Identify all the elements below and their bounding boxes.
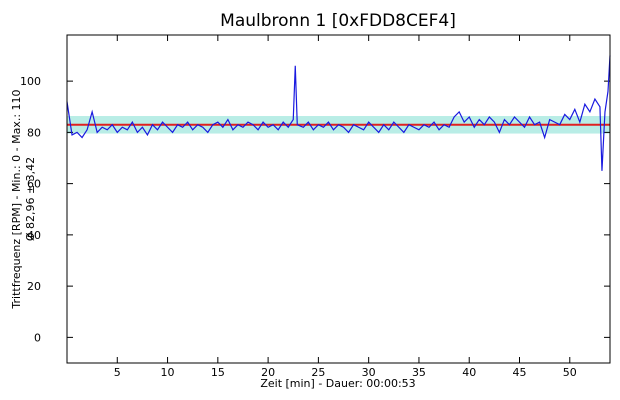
chart-title: Maulbronn 1 [0xFDD8CEF4]	[220, 11, 456, 31]
y-tick-label: 100	[20, 75, 41, 88]
y-axis-stats: Ø 82,96 ± 3,42	[24, 157, 37, 241]
plot-frame	[66, 34, 611, 364]
x-tick-label: 25	[311, 366, 325, 379]
y-axis-label: Trittfrequenz [RPM] - Min.: 0 - Max.: 11…	[10, 89, 23, 309]
data-line	[66, 55, 611, 171]
x-tick-label: 20	[261, 366, 275, 379]
plot-area	[67, 35, 610, 363]
x-tick-label: 50	[563, 366, 577, 379]
x-axis-label: Zeit [min] - Dauer: 00:00:53	[260, 377, 415, 390]
y-tick-label: 0	[34, 331, 41, 344]
y-tick-label: 40	[27, 229, 41, 242]
x-tick-label: 15	[211, 366, 225, 379]
y-tick-label: 80	[27, 126, 41, 139]
x-tick-label: 5	[114, 366, 121, 379]
x-tick-label: 10	[161, 366, 175, 379]
x-tick-label: 40	[462, 366, 476, 379]
x-tick-label: 30	[362, 366, 376, 379]
x-tick-label: 35	[412, 366, 426, 379]
y-tick-label: 60	[27, 178, 41, 191]
x-tick-label: 45	[513, 366, 527, 379]
y-tick-label: 20	[27, 280, 41, 293]
